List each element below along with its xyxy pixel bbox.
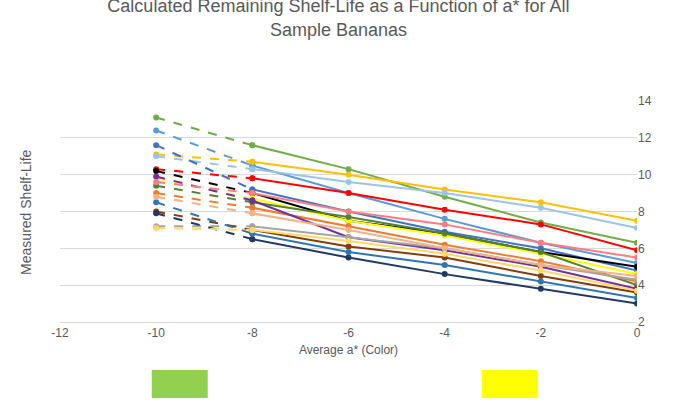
svg-text:-8: -8 — [247, 326, 258, 340]
svg-text:14: 14 — [638, 94, 652, 108]
svg-text:-10: -10 — [147, 326, 165, 340]
svg-text:Average a* (Color): Average a* (Color) — [299, 343, 398, 357]
svg-text:6: 6 — [638, 242, 645, 256]
svg-text:2: 2 — [638, 315, 645, 329]
svg-text:12: 12 — [638, 131, 652, 145]
svg-text:-2: -2 — [535, 326, 546, 340]
svg-text:10: 10 — [638, 168, 652, 182]
svg-text:4: 4 — [638, 278, 645, 292]
svg-text:-4: -4 — [439, 326, 450, 340]
svg-text:0: 0 — [634, 326, 641, 340]
svg-text:Measured Shelf-Life: Measured Shelf-Life — [18, 149, 34, 275]
svg-text:Calculated Remaining Shelf-Lif: Calculated Remaining Shelf-Life as a Fun… — [107, 0, 569, 40]
svg-text:-12: -12 — [51, 326, 69, 340]
svg-text:8: 8 — [638, 205, 645, 219]
svg-text:-6: -6 — [343, 326, 354, 340]
